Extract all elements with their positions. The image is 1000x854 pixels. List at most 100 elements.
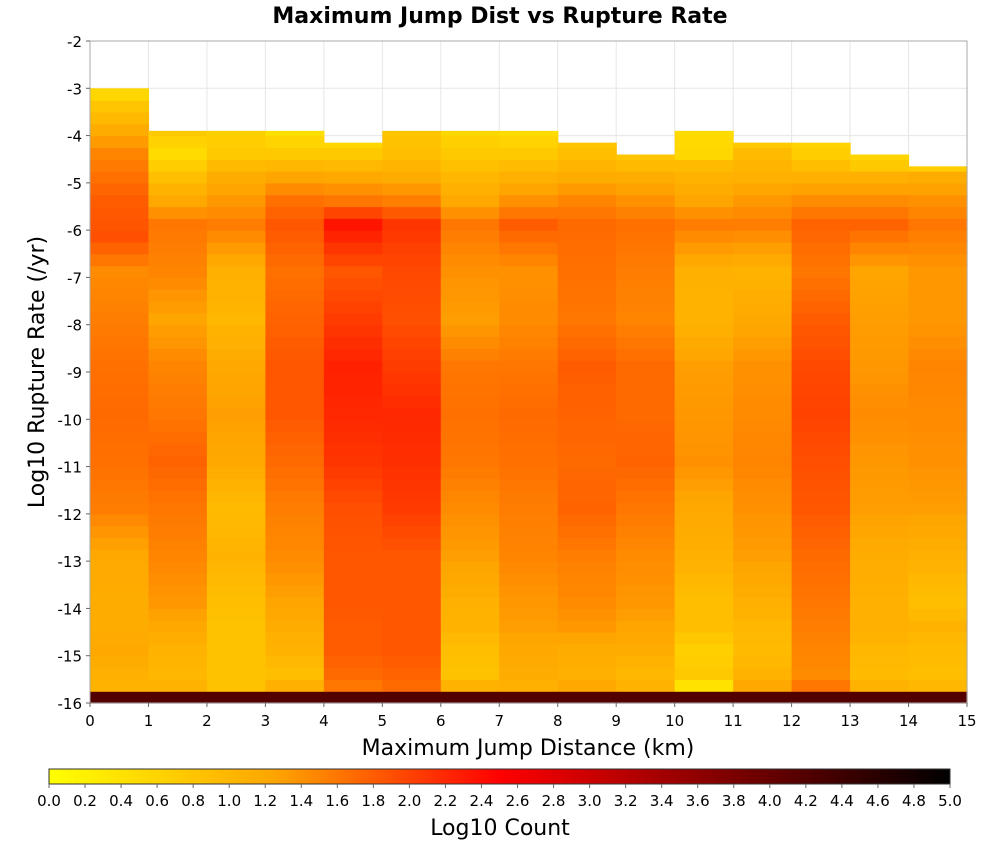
heatmap-cell: [265, 360, 325, 373]
heatmap-cell: [850, 431, 910, 444]
heatmap-cell: [323, 596, 383, 610]
heatmap-cell: [382, 596, 442, 610]
heatmap-cell: [265, 372, 325, 385]
heatmap-cell: [206, 632, 266, 645]
heatmap-cell: [265, 194, 325, 208]
heatmap-cell: [674, 466, 734, 479]
heatmap-cell: [90, 561, 150, 574]
colorbar-tick-label: 0.4: [109, 792, 133, 810]
heatmap-cell: [850, 383, 910, 397]
heatmap-cell: [440, 691, 500, 704]
heatmap-cell: [850, 549, 910, 562]
heatmap-cell: [850, 632, 910, 645]
heatmap-cell: [850, 478, 910, 491]
heatmap-cell: [265, 620, 325, 633]
heatmap-cell: [791, 360, 851, 373]
colorbar-tick-label: 1.8: [361, 792, 385, 810]
heatmap-cell: [90, 655, 150, 669]
heatmap-cell: [674, 620, 734, 633]
heatmap-cell: [791, 419, 851, 432]
heatmap-cell: [733, 513, 793, 527]
heatmap-cell: [206, 301, 266, 314]
heatmap-cell: [265, 667, 325, 680]
heatmap-cell: [90, 123, 150, 137]
heatmap-cell: [733, 691, 793, 704]
heatmap-cell: [791, 142, 851, 148]
heatmap-cell: [382, 324, 442, 338]
heatmap-cell: [206, 502, 266, 515]
heatmap-cell: [557, 608, 617, 621]
y-tick-label: -15: [58, 648, 83, 666]
heatmap-cell: [148, 454, 208, 468]
heatmap-cell: [90, 289, 150, 302]
heatmap-cell: [791, 442, 851, 456]
y-axis-label: Log10 Rupture Rate (/yr): [25, 236, 50, 508]
heatmap-cell: [674, 584, 734, 598]
heatmap-cell: [791, 454, 851, 468]
colorbar-tick-label: 3.2: [614, 792, 638, 810]
heatmap-cell: [148, 395, 208, 409]
heatmap-cell: [791, 596, 851, 610]
heatmap-cell: [206, 608, 266, 621]
heatmap-cell: [616, 312, 676, 326]
heatmap-cell: [382, 360, 442, 373]
heatmap-cell: [557, 265, 617, 279]
heatmap-cell: [148, 312, 208, 326]
heatmap-cell: [908, 643, 968, 657]
heatmap-cell: [791, 265, 851, 279]
heatmap-cell: [90, 159, 150, 172]
heatmap-cell: [850, 171, 910, 184]
y-axis-ticks: -2 -3 -4 -5 -6 -7 -8 -9 -10 -11 -12 -13 -14 -15 -16: [58, 33, 90, 713]
heatmap-cell: [206, 230, 266, 243]
heatmap-cell: [265, 584, 325, 598]
colorbar-tick-label: 4.2: [794, 792, 818, 810]
heatmap-cell: [850, 289, 910, 302]
heatmap-cell: [908, 513, 968, 527]
heatmap-cell: [440, 301, 500, 314]
heatmap-cell: [148, 324, 208, 338]
heatmap-cell: [148, 360, 208, 373]
heatmap-cell: [206, 147, 266, 160]
heatmap-cell: [674, 596, 734, 610]
heatmap-cell: [791, 289, 851, 302]
heatmap-cell: [440, 584, 500, 598]
heatmap-cell: [206, 324, 266, 338]
heatmap-cell: [791, 336, 851, 349]
heatmap-cell: [499, 312, 559, 326]
heatmap-cell: [382, 502, 442, 515]
heatmap-cell: [733, 277, 793, 290]
heatmap-cell: [206, 490, 266, 503]
heatmap-cell: [499, 159, 559, 172]
heatmap-cell: [382, 549, 442, 562]
heatmap-cell: [733, 632, 793, 645]
heatmap-cell: [148, 596, 208, 610]
heatmap-cell: [499, 147, 559, 160]
heatmap-cell: [908, 182, 968, 196]
heatmap-cell: [674, 372, 734, 385]
colorbar-tick-label: 3.6: [686, 792, 710, 810]
heatmap-cell: [499, 289, 559, 302]
heatmap-cell: [733, 383, 793, 397]
heatmap-cell: [908, 691, 968, 704]
heatmap-cell: [440, 383, 500, 397]
heatmap-cell: [323, 620, 383, 633]
heatmap-cell: [440, 147, 500, 160]
colorbar-tick-label: 5.0: [938, 792, 962, 810]
heatmap-cell: [557, 383, 617, 397]
heatmap-cell: [733, 301, 793, 314]
heatmap-cell: [440, 454, 500, 468]
heatmap-cell: [850, 537, 910, 550]
heatmap-cell: [908, 596, 968, 610]
heatmap-cell: [90, 348, 150, 361]
x-tick-label: 7: [494, 712, 504, 730]
heatmap-cell: [148, 655, 208, 669]
heatmap-cell: [323, 253, 383, 267]
heatmap-cell: [440, 537, 500, 550]
x-tick-label: 3: [261, 712, 271, 730]
heatmap-cell: [382, 454, 442, 468]
heatmap-cell: [791, 194, 851, 208]
y-tick-label: -13: [58, 553, 83, 571]
heatmap-cell: [440, 277, 500, 290]
heatmap-cell: [557, 561, 617, 574]
heatmap-cell: [440, 407, 500, 420]
